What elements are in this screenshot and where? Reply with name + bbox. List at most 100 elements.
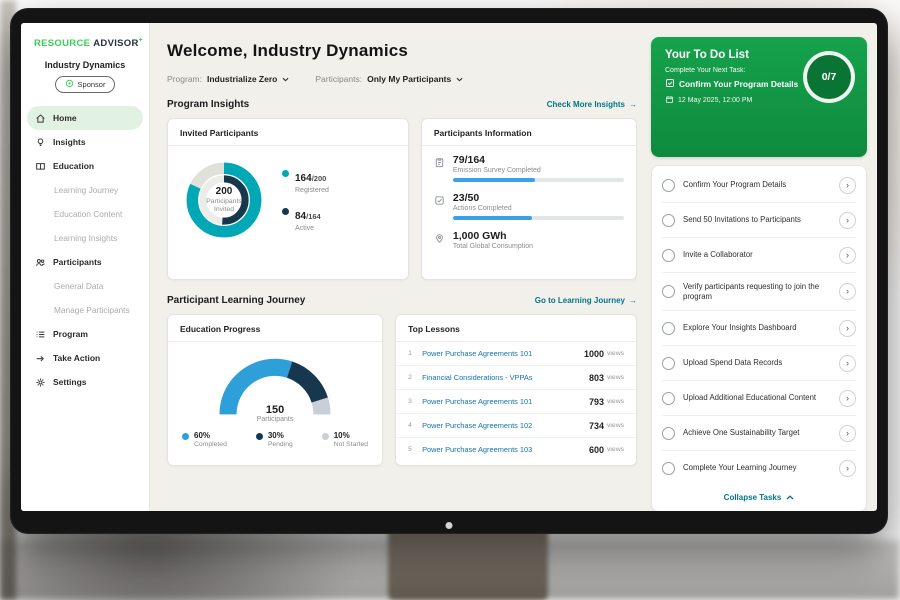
checkbox-circle[interactable] xyxy=(662,178,675,192)
nav-item-label: Home xyxy=(53,113,77,124)
lesson-row: 5 Power Purchase Agreements 103 600 view… xyxy=(396,438,636,461)
sidebar-item-education-content[interactable]: Education Content xyxy=(27,202,143,226)
sidebar-item-insights[interactable]: Insights xyxy=(27,130,143,154)
program-insights-cards: Invited Participants xyxy=(167,118,637,280)
legend-dot xyxy=(282,208,289,215)
program-filter-label: Program: xyxy=(167,74,202,84)
sidebar-item-manage-participants[interactable]: Manage Participants xyxy=(27,298,143,322)
lesson-views: 803 xyxy=(588,372,604,383)
sidebar-item-learning-insights[interactable]: Learning Insights xyxy=(27,226,143,250)
task-label: Explore Your Insights Dashboard xyxy=(683,323,797,333)
sidebar-item-take-action[interactable]: Take Action xyxy=(27,346,143,370)
legend-total: /200 xyxy=(311,174,327,183)
lesson-rank: 4 xyxy=(408,422,412,429)
checkbox-circle[interactable] xyxy=(662,213,675,227)
lesson-link[interactable]: Financial Considerations - VPPAs xyxy=(422,373,533,382)
lesson-link[interactable]: Power Purchase Agreements 101 xyxy=(422,397,533,406)
sidebar-item-participants[interactable]: Participants xyxy=(27,250,143,274)
participants-information-card: Participants Information 79/164 Emission… xyxy=(420,118,637,280)
logo-plus: + xyxy=(138,37,144,44)
target-icon xyxy=(65,79,74,90)
lesson-link[interactable]: Power Purchase Agreements 102 xyxy=(422,421,533,430)
legend-registered: 164/200 Registered xyxy=(282,168,329,194)
sidebar-item-settings[interactable]: Settings xyxy=(27,370,143,394)
nav-item-label: Manage Participants xyxy=(54,305,130,316)
task-row-send-invitations[interactable]: Send 50 Invitations to Participants › xyxy=(662,203,856,238)
sidebar-item-program[interactable]: Program xyxy=(27,322,143,346)
checkbox-circle[interactable] xyxy=(662,248,675,262)
section-title: Participant Learning Journey xyxy=(167,295,306,306)
chevron-right-icon[interactable]: › xyxy=(839,246,856,264)
donut-center-label: Participants Invited xyxy=(206,197,242,213)
sidebar-item-general-data[interactable]: General Data xyxy=(27,274,143,298)
checkbox-circle[interactable] xyxy=(662,391,675,405)
app-logo: RESOURCE ADVISOR+ xyxy=(21,37,149,49)
lesson-rank: 5 xyxy=(408,446,412,453)
gear-icon xyxy=(35,377,46,388)
lesson-views-label: views xyxy=(607,374,624,381)
todo-panel: Your To Do List Complete Your Next Task:… xyxy=(651,37,867,511)
checkbox-circle[interactable] xyxy=(662,461,675,475)
task-row-complete-learning-journey[interactable]: Complete Your Learning Journey › xyxy=(662,451,856,485)
lesson-views-label: views xyxy=(607,446,624,453)
go-to-learning-journey-link[interactable]: Go to Learning Journey → xyxy=(535,296,637,305)
task-label: Complete Your Learning Journey xyxy=(683,463,797,473)
chevron-right-icon[interactable]: › xyxy=(839,319,856,337)
chevron-right-icon[interactable]: › xyxy=(839,389,856,407)
program-filter-dropdown[interactable]: Program: Industrialize Zero xyxy=(167,74,289,84)
legend-dot xyxy=(321,433,329,440)
program-filter-value: Industrialize Zero xyxy=(206,74,278,84)
legend-dot xyxy=(282,170,289,177)
nav-item-label: Settings xyxy=(53,377,87,388)
checkbox-circle[interactable] xyxy=(662,356,675,370)
sidebar-item-learning-journey[interactable]: Learning Journey xyxy=(27,178,143,202)
checkbox-circle[interactable] xyxy=(662,285,675,299)
lesson-link[interactable]: Power Purchase Agreements 101 xyxy=(422,349,533,358)
lesson-views: 793 xyxy=(588,396,604,407)
sponsor-badge[interactable]: Sponsor xyxy=(54,76,116,94)
task-row-explore-insights[interactable]: Explore Your Insights Dashboard › xyxy=(662,311,856,347)
task-row-upload-spend-data[interactable]: Upload Spend Data Records › xyxy=(662,346,856,382)
list-icon xyxy=(35,329,46,340)
task-row-invite-collaborator[interactable]: Invite a Collaborator › xyxy=(662,238,856,273)
lesson-views-label: views xyxy=(607,398,624,405)
checkbox-circle[interactable] xyxy=(662,426,675,440)
chevron-right-icon[interactable]: › xyxy=(839,354,856,372)
legend-label: Registered xyxy=(295,187,329,194)
global-consumption-row: 1,000 GWh Total Global Consumption xyxy=(434,230,624,250)
invited-participants-card: Invited Participants xyxy=(167,118,409,280)
section-title: Program Insights xyxy=(167,99,250,110)
participants-filter-dropdown[interactable]: Participants: Only My Participants xyxy=(315,74,463,84)
task-row-confirm-program[interactable]: Confirm Your Program Details › xyxy=(662,168,856,203)
metric-value: 1,000 GWh xyxy=(452,230,507,242)
check-more-insights-link[interactable]: Check More Insights → xyxy=(547,100,637,109)
lesson-link[interactable]: Power Purchase Agreements 103 xyxy=(422,445,533,454)
education-gauge-chart: 150 Participants xyxy=(200,346,350,425)
actions-completed-row: 23/50 Actions Completed xyxy=(434,192,624,220)
chevron-right-icon[interactable]: › xyxy=(839,459,856,477)
divider xyxy=(396,341,636,342)
participants-filter-label: Participants: xyxy=(315,74,363,84)
task-row-verify-participants[interactable]: Verify participants requesting to join t… xyxy=(662,273,856,312)
collapse-tasks-link[interactable]: Collapse Tasks xyxy=(662,485,856,507)
chevron-right-icon[interactable]: › xyxy=(839,424,856,442)
task-row-upload-educational-content[interactable]: Upload Additional Educational Content › xyxy=(662,381,856,417)
chevron-right-icon[interactable]: › xyxy=(839,211,856,229)
progress-bar xyxy=(452,178,624,182)
education-progress-card: Education Progress 150 Partic xyxy=(167,314,384,466)
bulb-icon xyxy=(35,137,46,148)
checkbox-circle[interactable] xyxy=(662,321,675,335)
sidebar-item-home[interactable]: Home xyxy=(27,106,143,131)
top-lessons-card: Top Lessons 1 Power Purchase Agreements … xyxy=(395,314,637,466)
todo-due-date: 12 May 2025, 12:00 PM xyxy=(678,97,753,104)
logo-text-primary: RESOURCE xyxy=(34,38,91,50)
participants-filter-value: Only My Participants xyxy=(367,74,452,84)
progress-bar xyxy=(452,216,624,220)
sidebar-item-education[interactable]: Education xyxy=(27,154,143,178)
chevron-right-icon[interactable]: › xyxy=(839,176,856,194)
task-row-achieve-target[interactable]: Achieve One Sustainability Target › xyxy=(662,416,856,452)
chevron-right-icon[interactable]: › xyxy=(839,283,856,301)
arrow-action-icon xyxy=(35,353,46,364)
lesson-row: 2 Financial Considerations - VPPAs 803 v… xyxy=(396,366,636,390)
todo-next-task[interactable]: Confirm Your Program Details xyxy=(679,79,799,89)
